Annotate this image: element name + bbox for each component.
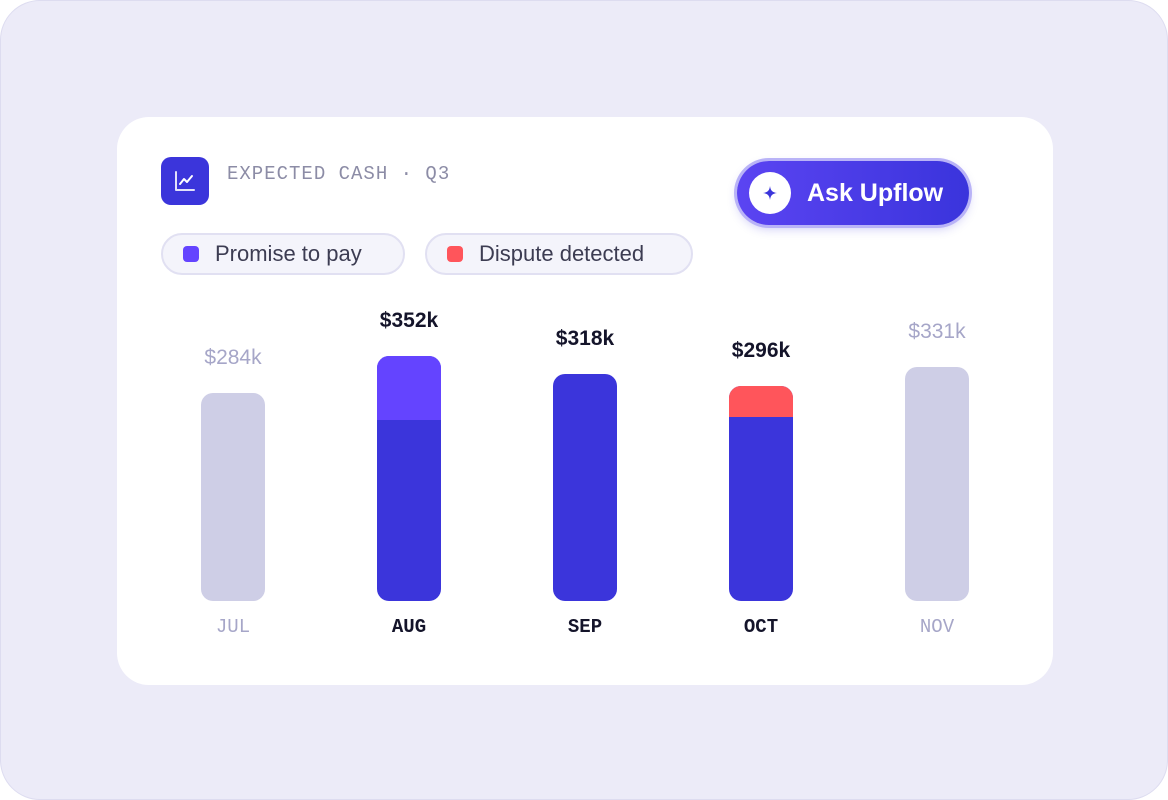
expected-cash-card: EXPECTED CASH · Q3 Ask Upflow Promise to… bbox=[117, 117, 1053, 685]
legend-label: Dispute detected bbox=[479, 241, 645, 266]
ask-upflow-label: Ask Upflow bbox=[807, 178, 944, 207]
month-label-jul: JUL bbox=[215, 616, 251, 638]
month-label-oct: OCT bbox=[743, 616, 779, 638]
value-label-aug: $352k bbox=[379, 309, 439, 332]
promise-swatch bbox=[183, 246, 199, 262]
legend-promise-to-pay[interactable]: Promise to pay bbox=[161, 233, 405, 275]
dispute-swatch bbox=[447, 246, 463, 262]
bar-segment-promise-to-pay bbox=[377, 356, 441, 420]
value-label-jul: $284k bbox=[204, 346, 262, 369]
month-label-sep: SEP bbox=[567, 616, 603, 638]
value-label-sep: $318k bbox=[555, 327, 615, 350]
legend-label: Promise to pay bbox=[215, 241, 362, 266]
trend-chart-icon bbox=[161, 157, 209, 205]
bar-sep[interactable] bbox=[553, 374, 617, 601]
value-label-nov: $331k bbox=[908, 320, 966, 343]
month-label-aug: AUG bbox=[391, 616, 427, 638]
bar-nov[interactable] bbox=[905, 367, 969, 601]
bar-aug[interactable] bbox=[377, 356, 441, 601]
ask-upflow-button[interactable]: Ask Upflow bbox=[737, 161, 969, 225]
sparkle-icon bbox=[749, 172, 791, 214]
month-label-nov: NOV bbox=[919, 616, 955, 638]
value-label-oct: $296k bbox=[731, 339, 791, 362]
bar-jul[interactable] bbox=[201, 393, 265, 601]
legend-dispute-detected[interactable]: Dispute detected bbox=[425, 233, 693, 275]
card-title: EXPECTED CASH · Q3 bbox=[227, 163, 451, 185]
bar-oct[interactable] bbox=[729, 386, 793, 601]
bar-segment-dispute-detected bbox=[729, 386, 793, 417]
